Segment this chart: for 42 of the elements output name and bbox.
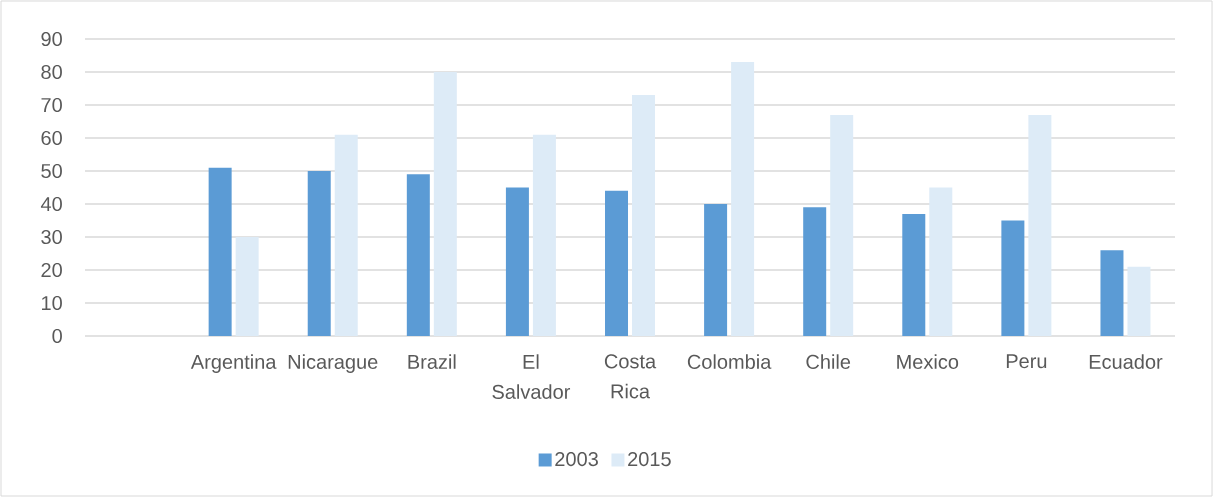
x-tick-label: Peru [1006, 354, 1047, 369]
x-tick-label: Costa Rica [604, 354, 657, 399]
bar [803, 207, 827, 336]
bar [929, 187, 953, 336]
x-tick-label: Colombia [687, 354, 772, 369]
y-tick-label: 70 [41, 97, 62, 113]
y-tick-label: 20 [41, 262, 62, 278]
bar [334, 134, 358, 336]
bar [632, 95, 656, 336]
legend-label: 2015 [628, 452, 671, 467]
bar [704, 204, 728, 336]
bar [307, 171, 331, 336]
bar [830, 114, 854, 336]
bar [433, 72, 457, 336]
y-tick-label: 60 [41, 130, 62, 146]
y-tick-label: 40 [40, 196, 62, 212]
x-tick-label: Ecuador [1089, 354, 1163, 369]
y-tick-label: 50 [41, 163, 62, 179]
x-tick-label: Chile [806, 354, 851, 369]
bar [605, 190, 629, 336]
y-tick-label: 10 [42, 295, 62, 311]
legend-label: 2003 [555, 452, 598, 467]
bar [532, 134, 556, 336]
x-tick-label: Argentina [190, 354, 277, 373]
x-tick-label: Nicarague [288, 354, 378, 373]
y-tick-label: 90 [41, 31, 62, 47]
y-tick-label: 0 [52, 328, 62, 344]
bar [208, 167, 232, 336]
bar [1100, 250, 1124, 336]
y-tick-label: 80 [41, 64, 62, 80]
y-tick-label: 30 [41, 229, 62, 245]
bar [1001, 220, 1025, 336]
bar [406, 174, 430, 336]
x-tick-label: Brazil [408, 354, 456, 369]
bar [731, 62, 755, 336]
x-tick-label: Mexico [897, 354, 959, 369]
bar [1028, 114, 1052, 336]
x-tick-label: El Salvador [492, 354, 571, 399]
bar [505, 187, 529, 336]
bar [902, 213, 926, 336]
bar [235, 237, 259, 336]
bar [1127, 266, 1151, 336]
